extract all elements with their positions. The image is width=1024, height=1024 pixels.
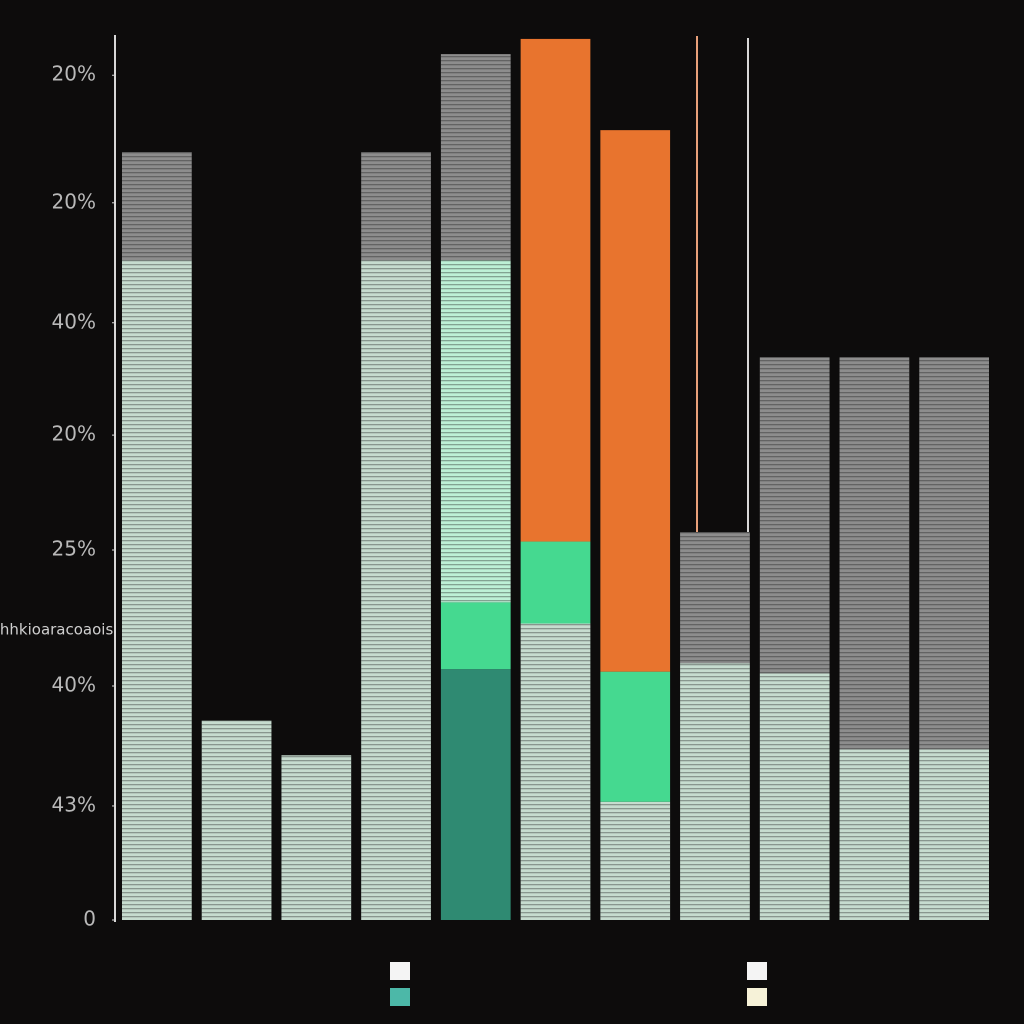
bar-hatch (201, 720, 272, 920)
bar-hatch (680, 663, 750, 920)
bar-hatch (281, 755, 352, 920)
bar-hatch (122, 260, 192, 920)
y-tick-label: 20% (52, 189, 96, 213)
legend-swatch (390, 962, 410, 980)
bar-hatch (919, 749, 989, 920)
bar-hatch (361, 260, 431, 920)
legend-swatch (747, 962, 767, 980)
bar-hatch (440, 54, 511, 261)
bar-hatch (839, 357, 910, 750)
bar-segment (600, 130, 671, 672)
y-tick-label: 0 (83, 907, 96, 931)
y-tick-label: 20% (52, 62, 96, 86)
legend-swatch (747, 988, 767, 1006)
bar-hatch (759, 673, 830, 920)
y-tick-label: 20% (52, 422, 96, 446)
bar-hatch (440, 260, 511, 603)
bar-segment (440, 669, 511, 920)
bar-hatch (122, 152, 192, 261)
y-tick-label: 40% (52, 673, 96, 697)
bar-hatch (600, 801, 671, 920)
y-tick-label: 25% (52, 536, 96, 560)
y-axis-label: Thhkioaracoaois (0, 621, 113, 639)
bar-segment (520, 541, 591, 624)
bar-hatch (680, 532, 750, 664)
bar-hatch (919, 357, 989, 750)
bar-hatch (361, 152, 431, 261)
bar-segment (520, 38, 591, 542)
bar-segment (600, 671, 671, 802)
legend-swatch (390, 988, 410, 1006)
bar-hatch (839, 749, 910, 920)
bar-hatch (759, 357, 830, 674)
bar-segment (440, 602, 511, 670)
bar-hatch (520, 623, 591, 920)
y-tick-label: 43% (52, 792, 96, 816)
y-tick-label: 40% (52, 309, 96, 333)
